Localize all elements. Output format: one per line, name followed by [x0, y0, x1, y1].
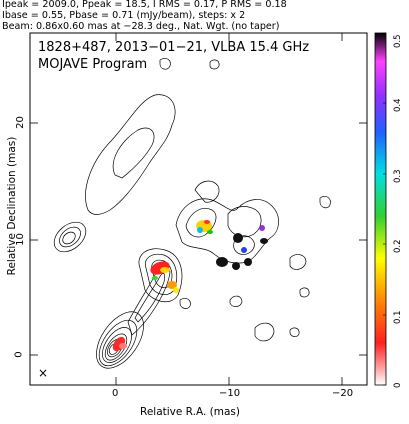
y-tick-20: 20: [14, 116, 26, 129]
colorbar-tick-0: 0: [393, 382, 403, 388]
header-line-2: Ibase = 0.55, Pbase = 0.71 (mJy/beam), s…: [2, 10, 246, 21]
colorbar-tick-0.4: 0.4: [393, 98, 403, 112]
y-tick-0: 0: [13, 351, 25, 358]
x-tick-0: 0: [112, 388, 119, 399]
x-tick-minus10: −10: [219, 388, 241, 399]
colorbar-tick-0.1: 0.1: [393, 310, 403, 324]
plot-frame: [29, 32, 368, 386]
colorbar-tick-0.5: 0.5: [393, 34, 403, 48]
y-axis-label: Relative Declination (mas): [6, 136, 18, 276]
x-axis-label: Relative R.A. (mas): [140, 406, 240, 418]
y-tick-10: 10: [14, 233, 26, 246]
header-line-3: Beam: 0.86x0.60 mas at −28.3 deg., Nat. …: [2, 21, 280, 32]
contour-lines: [53, 58, 331, 369]
beam-marker: ×: [38, 366, 49, 380]
colorbar-ticks: [383, 32, 386, 386]
colorbar-tick-0.2: 0.2: [393, 239, 403, 253]
polarization-colors: [112, 220, 268, 352]
colorbar: [374, 32, 387, 386]
x-tick-minus20: −20: [332, 388, 354, 399]
map-subtitle: MOJAVE Program: [38, 57, 148, 72]
axis-ticks: [30, 33, 367, 385]
header-line-1: Ipeak = 2009.0, Ppeak = 18.5, I RMS = 0.…: [2, 0, 287, 10]
colorbar-tick-0.3: 0.3: [393, 169, 403, 183]
map-title: 1828+487, 2013−01−21, VLBA 15.4 GHz: [38, 40, 310, 55]
